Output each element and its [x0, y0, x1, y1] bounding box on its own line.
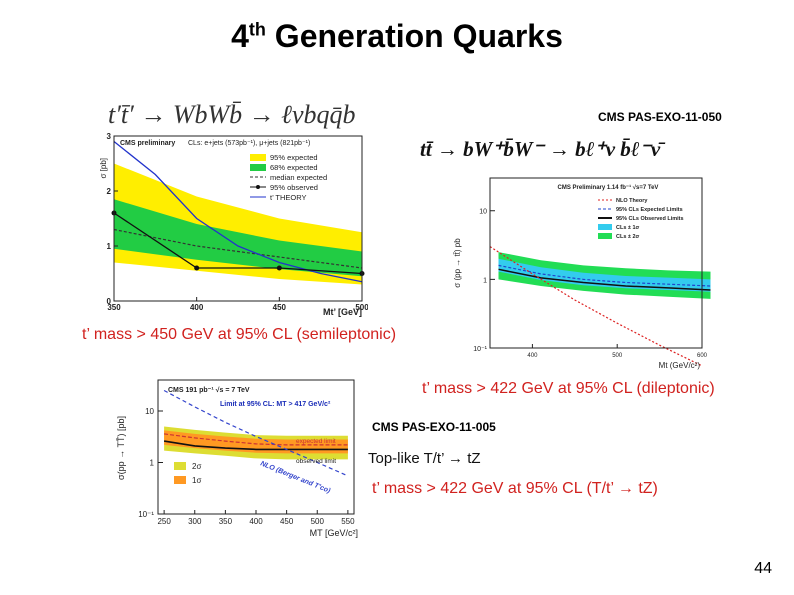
c1-xlabel: Mt’ [GeV] [323, 307, 362, 317]
c3-observed-line [163, 440, 348, 451]
c3-observed-label: observed limit [296, 458, 336, 465]
c1-xtick-label: 400 [190, 303, 204, 312]
title-superscript: th [248, 19, 266, 40]
c1-median-line [113, 228, 363, 269]
c1-observed-point [276, 265, 282, 271]
c3-annotation: Limit at 95% CL: MT > 417 GeV/c² [220, 401, 331, 408]
c3-legend-label: 1σ [192, 476, 201, 485]
c2-xtick-label: 400 [527, 353, 538, 359]
c1-theory-line [113, 140, 363, 283]
c3-xtick-label: 300 [188, 517, 202, 526]
c3-xtick-label: 550 [341, 517, 355, 526]
c3-legend-swatch-1sigma [174, 476, 186, 484]
c1-xtick-label: 450 [273, 303, 287, 312]
c1-observed-line [113, 212, 363, 275]
page-number: 44 [754, 560, 772, 577]
c1-legend-label: 95% observed [270, 183, 318, 192]
c1-ytick-label: 3 [107, 132, 112, 141]
c2-legend-label: 95% CLs Observed Limits [616, 216, 684, 222]
c3-xtick-label: 500 [311, 517, 325, 526]
dilep-process-label: tt̄ → bW⁺b̄W⁻ → bℓ⁺ν b̄ℓ⁻ν̄ [420, 137, 661, 161]
c3-legend-label: 2σ [192, 462, 201, 471]
c2-legend-label: 95% CLs Expected Limits [616, 207, 683, 213]
c2-xtick-label: 500 [612, 353, 623, 359]
semilep-result: t’ mass > 450 GeV at 95% CL (semileptoni… [82, 326, 397, 343]
c3-xtick-label: 350 [219, 517, 233, 526]
c2-legend-label: CLs ± 2σ [616, 234, 640, 240]
c2-xtick-label: 600 [697, 353, 708, 359]
c2-legend-swatch-1sigma [598, 224, 612, 230]
c3-ytick-label: 1 [150, 459, 155, 468]
c3-legend-swatch-2sigma [174, 462, 186, 470]
title-rest: Generation Quarks [265, 18, 563, 54]
semilep-process-label: t′t̄′ → WbWb̄ → ℓνbqq̄b [108, 100, 356, 129]
c2-xlabel: Mt (GeV/c²) [659, 361, 701, 370]
c1-legend-label: median expected [270, 173, 327, 182]
dileptonic-limit-chart: CMS Preliminary 1.14 fb⁻¹ √s=7 TeV σ (pp… [448, 168, 716, 374]
c2-ytick-label: 10 [479, 209, 487, 216]
c3-expected-line [164, 433, 348, 446]
c3-xlabel: MT [GeV/c²] [310, 528, 358, 538]
c1-legend-label: t’ THEORY [270, 193, 307, 202]
c2-ytick-label: 10⁻¹ [473, 346, 487, 353]
c2-ytick-label: 1 [483, 277, 487, 284]
c2-expected-line [498, 264, 711, 287]
c1-band-68 [114, 199, 362, 277]
c1-legend-swatch-observed-dot [256, 185, 260, 189]
c1-observed-point [194, 265, 200, 271]
c1-ytick-label: 2 [107, 187, 112, 196]
c2-legend-swatch-2sigma [598, 233, 612, 239]
c3-title: CMS 191 pb⁻¹ √s = 7 TeV [168, 386, 250, 394]
slide-title: 4th Generation Quarks [0, 18, 794, 55]
c1-title: CMS preliminary [120, 140, 175, 147]
c2-ylabel: σ (pp → tt̄) pb [453, 238, 462, 288]
c1-subtitle: CLs: e+jets (573pb⁻¹), μ+jets (821pb⁻¹) [188, 140, 310, 147]
c2-observed-line [498, 268, 711, 291]
c3-xtick-label: 450 [280, 517, 294, 526]
c3-theory-line [163, 389, 349, 477]
c3-expected-label: expected limit [296, 438, 336, 445]
tz-result: t’ mass > 422 GeV at 95% CL (T/t’ → tZ) [372, 480, 658, 497]
c1-legend-swatch-95 [250, 154, 266, 161]
c1-xtick-label: 500 [355, 303, 368, 312]
c1-ylabel: σ [pb] [100, 158, 108, 179]
c3-xtick-label: 400 [249, 517, 263, 526]
c1-legend-swatch-68 [250, 164, 266, 171]
c3-ytick-label: 10⁻¹ [138, 510, 154, 519]
c2-legend-label: NLO Theory [616, 198, 648, 204]
c2-theory-line [489, 246, 703, 367]
dilep-ref: CMS PAS-EXO-11-050 [598, 110, 722, 124]
c1-ytick-label: 0 [107, 297, 112, 306]
c1-legend-label: 95% expected [270, 153, 318, 162]
c1-legend-label: 68% expected [270, 163, 318, 172]
title-prefix: 4 [231, 18, 249, 54]
tz-process-label: Top-like T/t’ → tZ [368, 450, 481, 467]
c1-ytick-label: 1 [107, 242, 112, 251]
tz-ref: CMS PAS-EXO-11-005 [372, 420, 496, 434]
c1-xtick-label: 350 [107, 303, 121, 312]
c3-xtick-label: 250 [157, 517, 171, 526]
c3-ylabel: σ(pp → TT̄) [pb] [116, 416, 126, 480]
c2-title: CMS Preliminary 1.14 fb⁻¹ √s=7 TeV [558, 184, 659, 191]
dilep-result: t’ mass > 422 GeV at 95% CL (dileptonic) [422, 380, 715, 397]
c2-legend-label: CLs ± 1σ [616, 225, 640, 231]
semileptonic-limit-chart: CMS preliminary CLs: e+jets (573pb⁻¹), μ… [100, 130, 368, 318]
c3-ytick-label: 10 [145, 407, 154, 416]
